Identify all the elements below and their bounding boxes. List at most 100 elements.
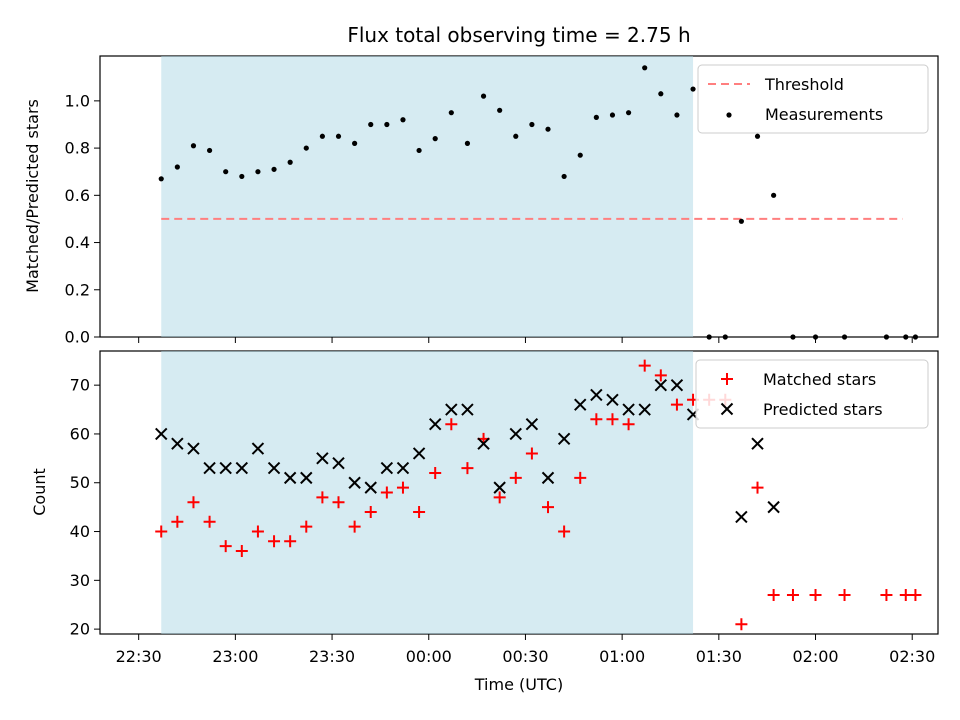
matched-star-point: [251, 525, 264, 538]
top-legend-box: [697, 64, 929, 134]
bottom-y-tick-label: 40: [70, 522, 90, 541]
measurement-point: [158, 176, 164, 182]
x-axis-label: Time (UTC): [474, 675, 563, 694]
matched-star-point: [171, 515, 184, 528]
predicted-star-point: [235, 461, 249, 475]
matched-star-point: [735, 618, 748, 631]
predicted-star-point: [622, 403, 635, 416]
legend-predicted-label: Predicted stars: [763, 400, 883, 419]
matched-star-point: [235, 545, 248, 558]
predicted-star-point: [557, 432, 571, 446]
measurement-point: [319, 133, 325, 139]
measurement-point: [352, 140, 358, 146]
top-y-tick-label: 0.0: [65, 328, 90, 347]
measurement-point: [706, 334, 712, 340]
matched-star-point: [574, 471, 587, 484]
predicted-star-point: [380, 461, 394, 475]
matched-star-point: [909, 588, 922, 601]
measurement-point: [287, 159, 293, 165]
measurement-point: [738, 218, 744, 224]
matched-star-point: [622, 418, 635, 431]
predicted-star-point: [428, 417, 442, 431]
matched-star-point: [187, 496, 200, 509]
measurement-point: [400, 117, 406, 123]
measurement-point: [577, 152, 583, 158]
predicted-star-point: [364, 481, 377, 494]
bottom-legend-box: [695, 359, 929, 429]
matched-star-point: [880, 588, 893, 601]
matched-star-point: [396, 481, 409, 494]
measurement-point: [480, 93, 487, 99]
measurement-point: [497, 107, 503, 113]
bottom-highlight-span: [161, 351, 694, 634]
matched-star-point: [558, 525, 571, 538]
predicted-star-point: [735, 510, 748, 524]
predicted-star-point: [574, 398, 587, 411]
measurement-point: [513, 133, 519, 139]
measurement-point: [790, 334, 796, 340]
measurement-point: [464, 140, 471, 146]
x-tick-label: 22:30: [116, 647, 162, 666]
predicted-star-point: [541, 471, 555, 485]
predicted-star-point: [445, 403, 458, 416]
measurement-point: [206, 147, 213, 154]
matched-star-point: [606, 413, 619, 426]
predicted-star-point: [767, 500, 780, 514]
measurement-point: [625, 110, 632, 116]
predicted-star-point: [219, 461, 232, 475]
predicted-star-point: [155, 427, 168, 441]
predicted-star-point: [606, 393, 619, 407]
matched-star-point: [767, 588, 780, 601]
chart-title: Flux total observing time = 2.75 h: [347, 23, 690, 47]
measurement-point: [883, 334, 890, 340]
matched-star-point: [493, 491, 506, 504]
bottom-y-tick-label: 70: [70, 376, 90, 395]
measurement-point: [903, 334, 909, 340]
measurement-point: [368, 121, 374, 128]
measurement-point: [223, 169, 229, 175]
measurement-point: [722, 334, 728, 340]
matched-star-point: [509, 471, 522, 484]
measurement-point: [912, 334, 919, 340]
bottom-marker-layer: [155, 359, 922, 631]
top-x-ticks: [138, 337, 913, 343]
matched-star-point: [219, 540, 232, 553]
measurement-point: [190, 143, 197, 149]
matched-star-point: [348, 520, 361, 533]
top-y-tick-label: 1.0: [65, 91, 90, 110]
predicted-star-point: [412, 447, 426, 460]
measurement-point: [271, 166, 277, 172]
predicted-star-point: [348, 476, 361, 489]
measurement-point: [448, 110, 454, 116]
predicted-star-point: [316, 452, 329, 465]
measurement-point: [658, 91, 664, 97]
measurement-point: [416, 147, 422, 154]
matched-star-point: [461, 462, 474, 475]
matched-star-point: [670, 398, 683, 411]
predicted-star-point: [509, 427, 522, 441]
matched-star-point: [203, 515, 216, 528]
top-measurement-layer: [158, 65, 919, 340]
legend-measurements-label: Measurements: [765, 105, 883, 124]
matched-star-point: [838, 588, 851, 601]
predicted-star-point: [590, 388, 603, 402]
predicted-star-point: [493, 481, 506, 494]
top-highlight-span: [161, 56, 694, 337]
matched-star-point: [284, 535, 297, 548]
predicted-star-point: [332, 457, 345, 470]
predicted-star-point: [751, 437, 764, 450]
legend-matched-swatch: [721, 373, 733, 385]
measurement-point: [335, 133, 342, 139]
matched-star-point: [590, 413, 603, 426]
bottom-legend: Matched stars Predicted stars: [695, 359, 929, 429]
matched-star-point: [542, 501, 555, 514]
measurement-point: [239, 173, 245, 180]
matched-star-point: [332, 496, 345, 509]
matched-star-point: [155, 525, 168, 538]
top-y-tick-label: 0.6: [65, 186, 90, 205]
measurement-point: [771, 192, 777, 198]
bottom-y-tick-label: 50: [70, 473, 90, 492]
matched-star-point: [445, 418, 458, 431]
bottom-y-tick-label: 20: [70, 620, 90, 639]
bottom-panel: 20 30 40 50 60 70 22:30 23:00 23:30 00:00 00:30 01…: [30, 350, 939, 666]
